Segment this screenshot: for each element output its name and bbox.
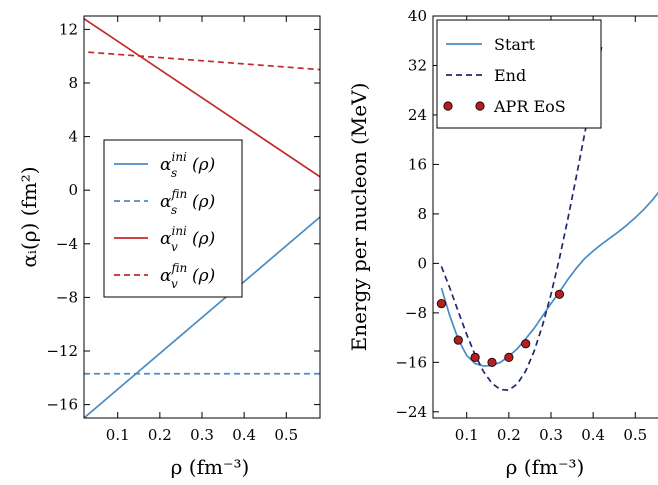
right-y-tick-label-2: −8	[405, 304, 427, 322]
right-y-tick-label-0: −24	[395, 403, 427, 421]
right-marker-apr-eos-2	[470, 352, 480, 362]
left-chart-panel: 0.1 0.2 0.3 0.4 0.5 −16 −12 −8 −4 0 4 8 12 αᵢ(ρ) (fm…	[17, 15, 321, 479]
left-series-line-2	[84, 17, 320, 178]
right-y-axis-label: Energy per nucleon (MeV)	[347, 83, 371, 352]
right-y-tick-label-6: 24	[408, 106, 427, 124]
left-legend-box	[103, 139, 243, 298]
right-x-tick-label-2: 0.3	[539, 426, 563, 444]
right-legend-label-0: Start	[494, 35, 536, 54]
right-marker-apr-eos-4	[504, 352, 514, 362]
right-x-axis-label: ρ (fm⁻³)	[506, 455, 585, 479]
left-series-line-0	[84, 216, 320, 418]
left-axis-ticks: 0.1 0.2 0.3 0.4 0.5 −16 −12 −8 −4 0 4 8 12	[46, 16, 320, 444]
right-y-tick-label-1: −16	[395, 353, 427, 371]
left-x-tick-label-1: 0.2	[148, 426, 172, 444]
right-marker-apr-eos-6	[554, 289, 565, 299]
right-x-tick-label-0: 0.1	[455, 426, 479, 444]
left-y-tick-label-5: 4	[68, 128, 78, 146]
left-y-tick-label-4: 0	[68, 181, 78, 199]
right-legend-marker-a	[443, 101, 453, 111]
right-y-tick-label-5: 16	[408, 155, 427, 173]
left-x-axis-label: ρ (fm⁻³)	[171, 455, 250, 479]
right-y-tick-label-4: 8	[417, 205, 427, 223]
right-chart-panel: 0.1 0.2 0.3 0.4 0.5 −24 −16 −8 0 8 16 24 32 40 Energy…	[347, 7, 658, 479]
left-x-tick-label-0: 0.1	[106, 426, 130, 444]
left-y-tick-label-0: −16	[46, 396, 78, 414]
left-y-tick-label-6: 8	[68, 74, 78, 92]
left-legend-label-0: αini s (ρ)	[160, 150, 215, 180]
right-x-tick-label-3: 0.4	[581, 426, 605, 444]
right-marker-apr-eos-5	[521, 339, 531, 349]
left-x-tick-label-4: 0.5	[274, 426, 298, 444]
right-x-tick-label-1: 0.2	[497, 426, 521, 444]
right-y-tick-label-3: 0	[417, 254, 427, 272]
right-legend: Start End APR EoS	[436, 19, 602, 129]
left-y-tick-label-2: −8	[56, 288, 78, 306]
left-y-tick-label-7: 12	[59, 20, 78, 38]
left-x-tick-label-3: 0.4	[232, 426, 256, 444]
right-legend-label-2: APR EoS	[493, 97, 566, 116]
right-y-tick-label-7: 32	[408, 56, 427, 74]
right-marker-apr-eos-0	[436, 298, 447, 309]
right-y-tick-label-8: 40	[408, 7, 427, 25]
left-y-tick-label-1: −12	[46, 342, 78, 360]
right-series-line-1	[440, 46, 603, 392]
left-y-axis-label: αᵢ(ρ) (fm²)	[17, 166, 41, 267]
right-legend-marker-b	[475, 101, 485, 111]
left-x-tick-label-2: 0.3	[190, 426, 214, 444]
right-marker-apr-eos-1	[453, 335, 463, 345]
left-legend: αini s (ρ) αfin s (ρ) αini v (ρ) αfin v (ρ)	[103, 139, 243, 298]
right-legend-label-1: End	[494, 66, 526, 85]
right-legend-box	[436, 19, 602, 129]
right-series-line-0	[440, 191, 658, 367]
left-y-tick-label-3: −4	[56, 235, 78, 253]
right-series-lines	[436, 46, 658, 392]
left-series-line-3	[88, 51, 320, 71]
right-axis-ticks: 0.1 0.2 0.3 0.4 0.5 −24 −16 −8 0 8 16 24 32 40	[395, 7, 647, 444]
left-legend-label-1: αfin s (ρ)	[160, 187, 215, 217]
left-legend-label-3: αfin v (ρ)	[160, 261, 215, 291]
left-series-lines	[84, 17, 320, 418]
right-x-tick-label-4: 0.5	[623, 426, 647, 444]
right-marker-apr-eos-3	[487, 357, 497, 367]
left-legend-label-2: αini v (ρ)	[160, 224, 215, 254]
